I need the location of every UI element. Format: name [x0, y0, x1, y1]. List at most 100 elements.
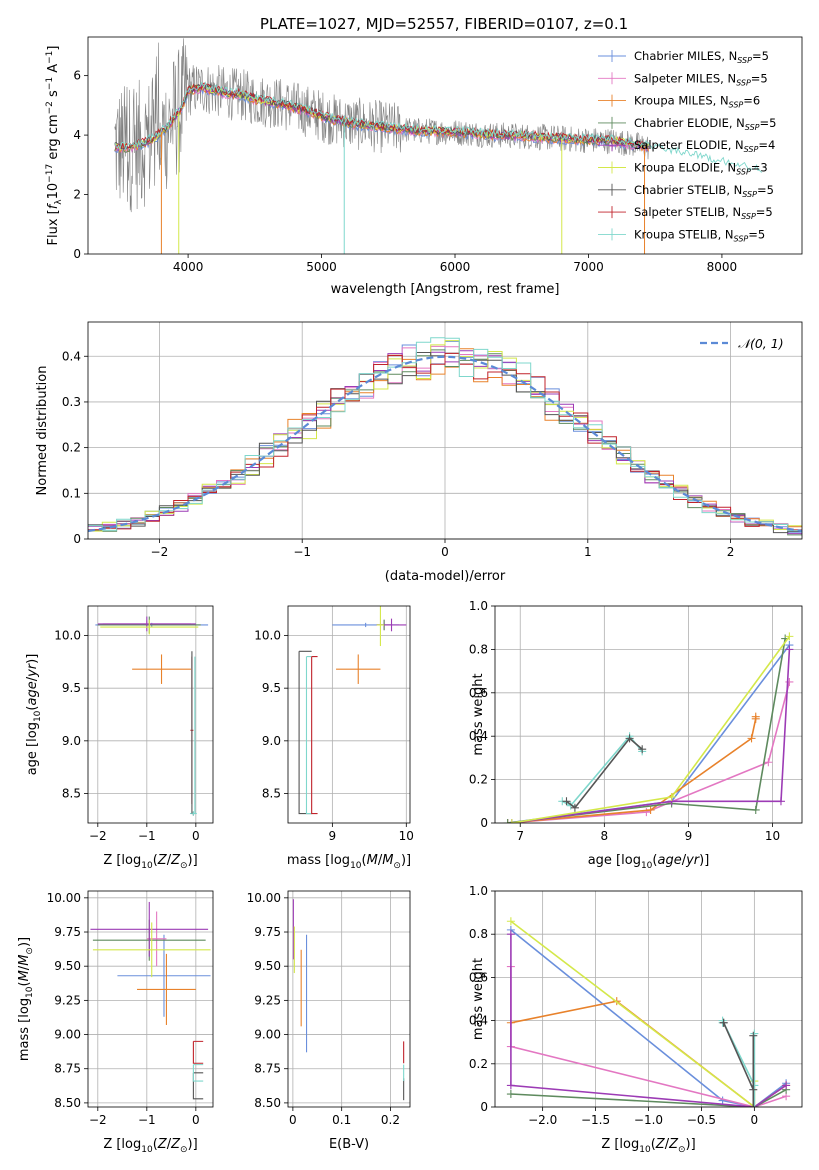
- plus-marker: [507, 819, 516, 823]
- y-tick-label: 9.25: [54, 993, 81, 1007]
- step-marker: [311, 656, 318, 815]
- step-marker: [305, 656, 312, 815]
- legend-label: Salpeter STELIB, NSSP=5: [634, 205, 773, 221]
- plus-marker: [570, 803, 579, 812]
- label-span: (: [153, 1137, 158, 1152]
- label-span: age: [657, 853, 681, 868]
- x-tick-label: 7: [516, 829, 524, 843]
- plus-marker: [785, 677, 794, 686]
- label-span: ⊙: [180, 1145, 188, 1155]
- residual-histogram-panel: −2 −1 0 1 2 0 0.1 0.2 0.3 0.4 (data-model)/error No…: [35, 321, 803, 584]
- label-span: SSP: [737, 56, 752, 65]
- plus-marker: [750, 1103, 759, 1107]
- label-span: Chabrier ELODIE, N: [634, 116, 745, 130]
- plus-marker: [764, 758, 773, 767]
- x-tick-label: −1: [138, 829, 156, 843]
- y-tick-label: 9.00: [254, 1028, 281, 1042]
- x-tick-label: 0: [192, 829, 200, 843]
- label-span: 10: [141, 1145, 153, 1155]
- axes-frame: [494, 605, 803, 824]
- label-span: ⊙: [393, 861, 401, 871]
- y-axis-label: Flux [fλ10−17 erg cm−2 s−1 A−1]: [45, 46, 64, 246]
- legend-label: Chabrier STELIB, NSSP=5: [634, 183, 774, 199]
- x-axis-label: mass [log10(M/M⊙)]: [287, 853, 411, 871]
- label-span: s: [46, 90, 61, 101]
- x-tick-label: −2: [89, 829, 107, 843]
- label-span: /: [682, 853, 687, 868]
- label-span: Chabrier MILES, N: [634, 49, 737, 63]
- y-tick-label: 2: [73, 188, 81, 202]
- label-span: Z [log: [103, 853, 141, 868]
- plus-marker: [638, 745, 647, 754]
- label-span: age: [25, 681, 40, 705]
- weight-line-kroupa-elodie: [510, 920, 756, 1107]
- label-span: SSP: [736, 78, 751, 87]
- x-tick-label: −1: [138, 1113, 156, 1127]
- label-span: =6: [743, 94, 760, 108]
- label-span: =5: [751, 71, 768, 85]
- weight-vs-metallicity-panel: −2.0 −1.5 −1.0 −0.5 0 0 0.2 0.4 0.6 0.8 1.0 Z [log1…: [469, 884, 803, 1155]
- observed-spectrum: [114, 38, 649, 213]
- y-tick-label: 0.2: [62, 441, 81, 455]
- x-tick-label: 0.2: [381, 1113, 400, 1127]
- spectrum-panel: 4000 5000 6000 7000 8000 0 2 4 6 wavelength [Angs…: [45, 36, 803, 297]
- label-span: SSP: [745, 123, 760, 132]
- label-span: Kroupa ELODIE, N: [634, 161, 736, 175]
- label-span: −2: [45, 101, 55, 114]
- label-span: =5: [752, 49, 769, 63]
- label-span: yr: [25, 662, 40, 678]
- x-tick-label: 4000: [173, 260, 204, 274]
- plus-marker: [625, 734, 634, 743]
- y-tick-label: 6: [73, 69, 81, 83]
- x-tick-label: 8: [601, 829, 609, 843]
- label-span: ]: [193, 853, 198, 868]
- y-tick-label: 0.4: [469, 729, 488, 743]
- label-span: Salpeter STELIB, N: [634, 205, 741, 219]
- normal-curve: [88, 355, 802, 533]
- plus-marker: [506, 1090, 515, 1099]
- label-span: Z: [170, 853, 181, 868]
- legend-label: Salpeter ELODIE, NSSP=4: [634, 138, 775, 154]
- histogram-kroupa-elodie: [88, 340, 802, 532]
- label-span: ⊙: [25, 947, 35, 955]
- legend-label: Salpeter MILES, NSSP=5: [634, 71, 768, 87]
- weight-line-chabrier-elodie: [507, 638, 786, 823]
- axes-frame: [87, 890, 214, 1108]
- label-span: ): [17, 942, 32, 947]
- label-span: 10: [141, 861, 153, 871]
- y-tick-label: 1.0: [469, 884, 488, 898]
- label-span: ): [188, 853, 193, 868]
- plus-marker: [749, 1031, 758, 1040]
- x-tick-label: 0: [441, 545, 449, 559]
- figure-title: PLATE=1027, MJD=52557, FIBERID=0107, z=0…: [260, 15, 628, 33]
- step-marker: [192, 1064, 204, 1082]
- label-span: SSP: [744, 145, 759, 154]
- label-span: (: [651, 1137, 656, 1152]
- y-tick-label: 0.8: [469, 927, 488, 941]
- label-span: =5: [757, 183, 774, 197]
- y-tick-label: 10.00: [47, 891, 81, 905]
- label-span: SSP: [741, 212, 756, 221]
- step-marker: [192, 1072, 204, 1100]
- label-span: −1: [45, 77, 55, 90]
- label-span: ): [401, 853, 406, 868]
- legend-label: Chabrier MILES, NSSP=5: [634, 49, 769, 65]
- label-span: λ: [54, 199, 64, 205]
- y-tick-label: 8.50: [254, 1096, 281, 1110]
- axes-frame: [287, 605, 411, 824]
- label-span: (: [652, 853, 657, 868]
- y-tick-label: 0.1: [62, 486, 81, 500]
- legend-label: Kroupa ELODIE, NSSP=3: [634, 161, 768, 177]
- label-span: Z [log: [601, 1137, 639, 1152]
- x-tick-label: −2: [151, 545, 169, 559]
- label-span: /: [167, 853, 172, 868]
- y-tick-label: 0: [73, 532, 81, 546]
- label-span: SSP: [742, 190, 757, 199]
- weight-line-chabrier-stelib: [566, 737, 643, 809]
- x-tick-label: −1: [293, 545, 311, 559]
- y-tick-label: 4: [73, 128, 81, 142]
- label-span: /: [665, 1137, 670, 1152]
- label-span: ]: [193, 1137, 198, 1152]
- weight-line-chabrier-miles: [507, 644, 791, 823]
